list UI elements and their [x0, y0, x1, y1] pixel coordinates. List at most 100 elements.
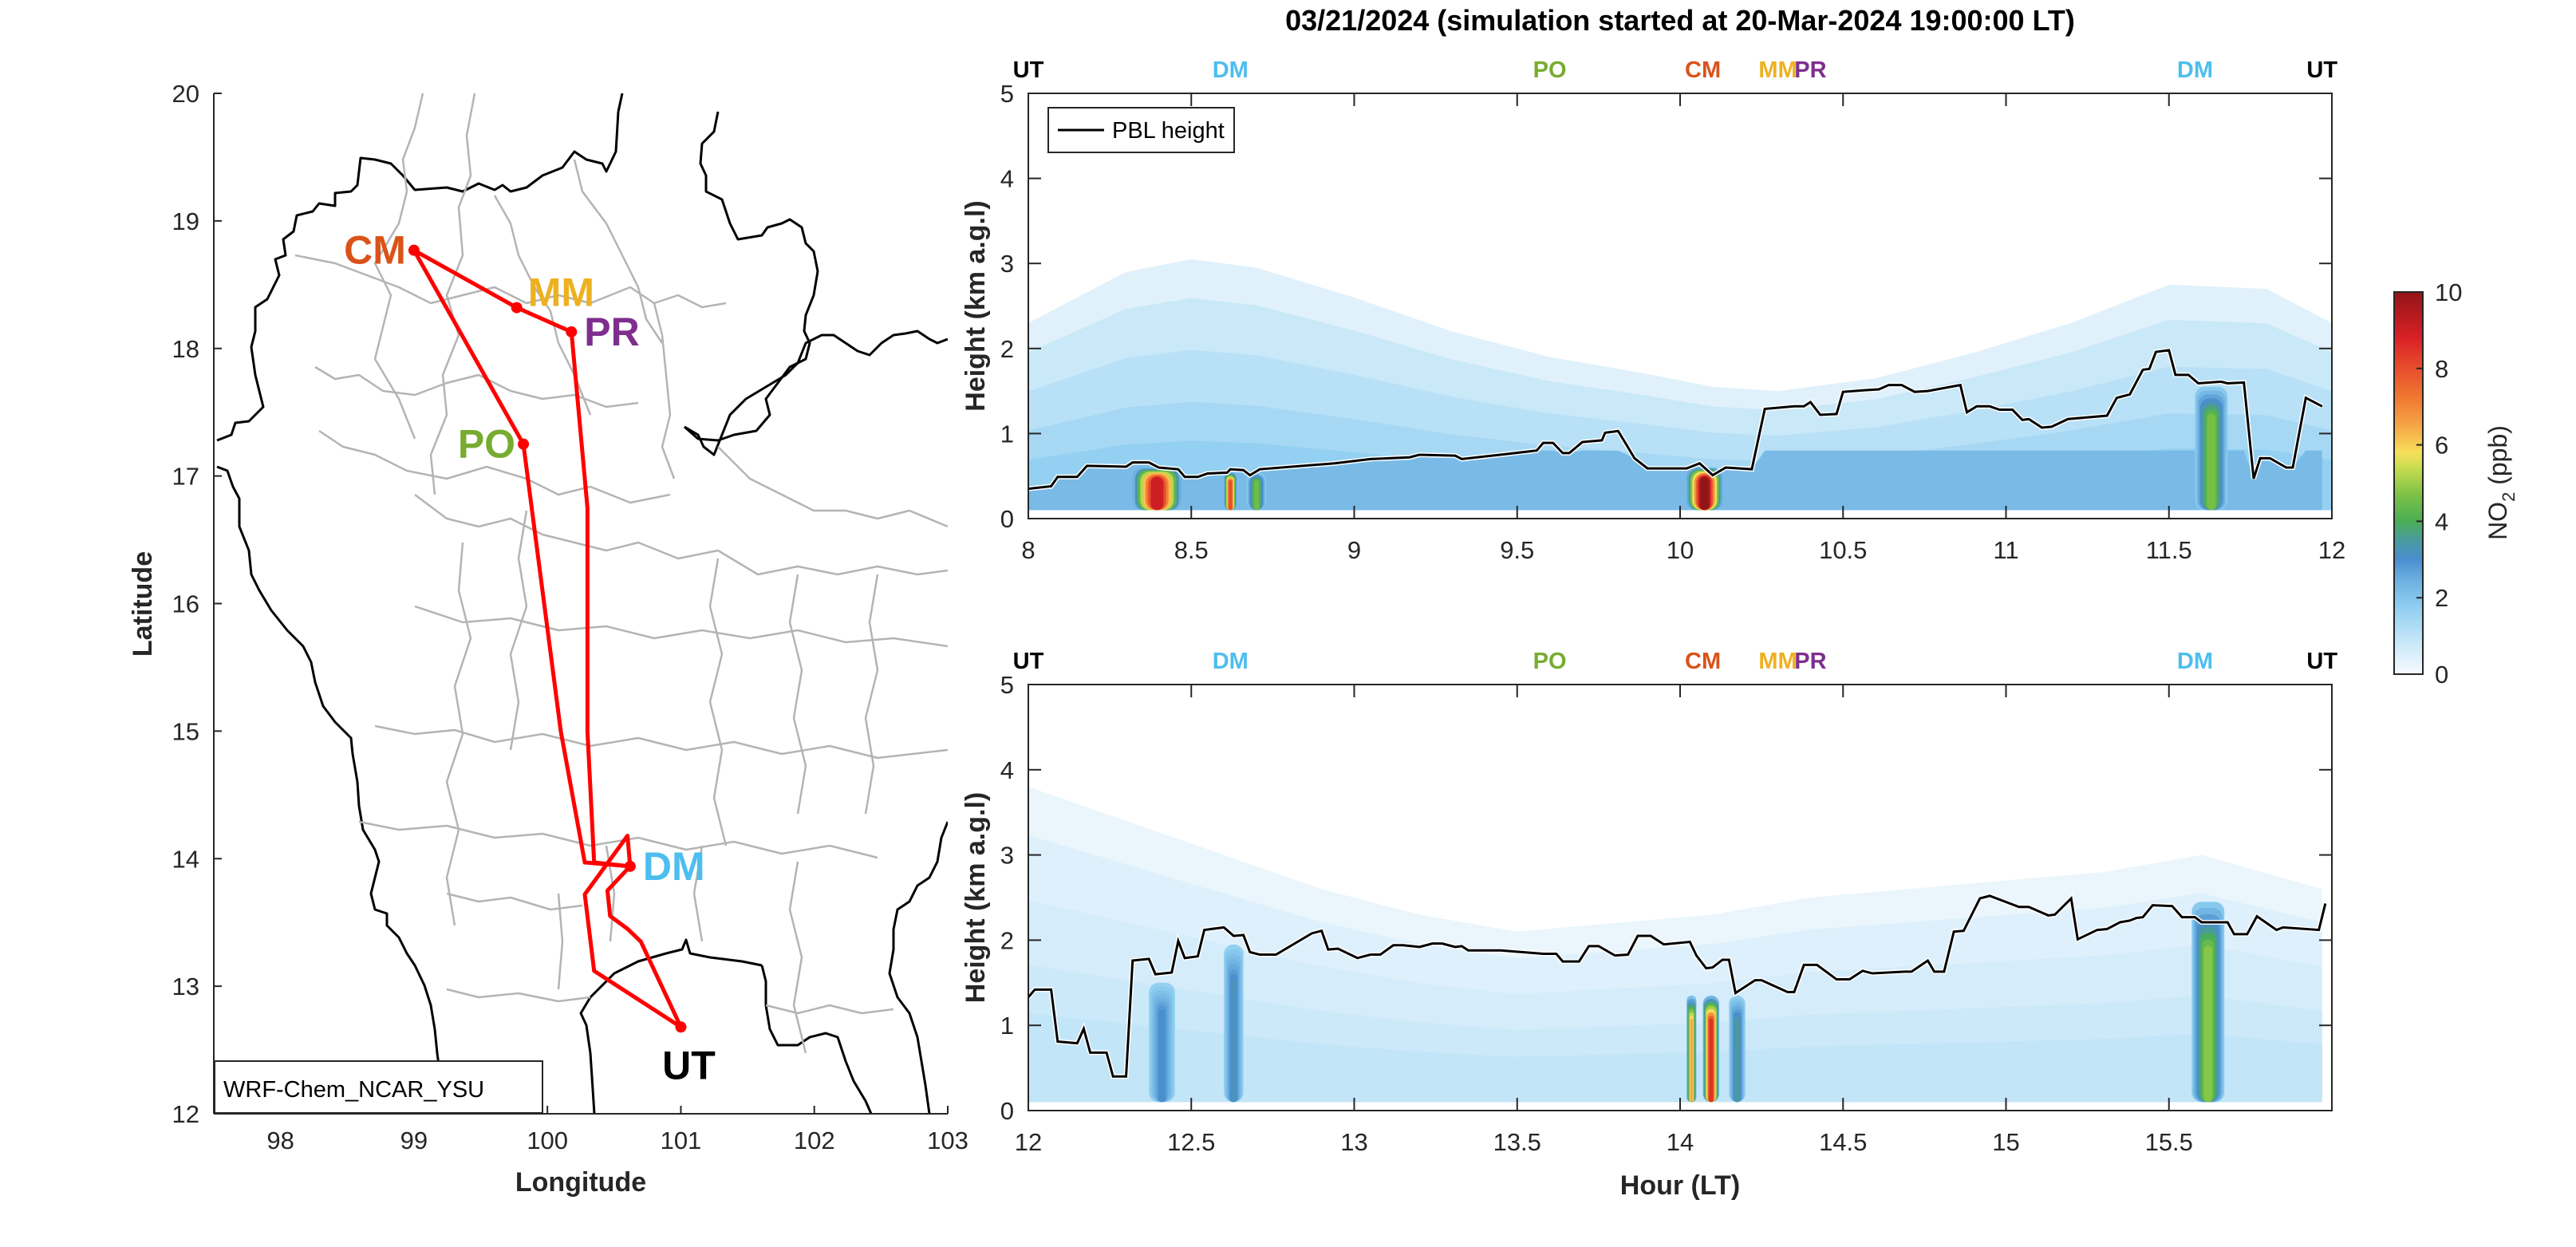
plume-column [1709, 1019, 1714, 1103]
background-layer [1028, 1013, 2322, 1103]
y-tick-label: 2 [1000, 335, 1014, 363]
site-marker-po: PO [1533, 649, 1567, 674]
x-tick-label: 10 [1667, 536, 1694, 564]
site-label-po: PO [458, 422, 515, 467]
province-border [429, 93, 476, 495]
colorbar-label-sub: 2 [2499, 492, 2519, 502]
map-ytick-label: 19 [172, 207, 199, 235]
site-label-pr: PR [584, 310, 639, 354]
country-border [579, 996, 596, 1114]
boundary-layer-fill [1028, 450, 2322, 511]
map-ytick-label: 14 [172, 845, 199, 873]
map-ytick-label: 16 [172, 590, 199, 618]
y-tick-label: 1 [1000, 1012, 1014, 1040]
plume-column [2203, 945, 2213, 1103]
site-marker-mm [511, 302, 523, 314]
x-tick-label: 15 [1992, 1128, 2019, 1156]
y-axis-label: Height (km a.g.l) [961, 200, 991, 411]
province-border [373, 93, 424, 440]
x-tick-label: 9.5 [1500, 536, 1534, 564]
y-tick-label: 2 [1000, 926, 1014, 954]
y-tick-label: 0 [1000, 505, 1014, 533]
province-border [557, 893, 564, 990]
site-marker-ut: UT [2306, 57, 2337, 83]
province-border [374, 724, 948, 760]
y-tick-label: 5 [1000, 671, 1014, 699]
y-tick-label: 3 [1000, 842, 1014, 870]
colorbar-tick-label: 0 [2435, 661, 2448, 689]
site-marker-cm [408, 244, 420, 256]
plume-column [1253, 479, 1260, 511]
map-ytick-label: 18 [172, 335, 199, 363]
map-ytick-label: 15 [172, 717, 199, 745]
pbl-legend: PBL height [1047, 107, 1235, 153]
province-border [446, 892, 583, 911]
x-tick-label: 13.5 [1493, 1128, 1541, 1156]
province-border [573, 159, 664, 344]
site-marker-cm: CM [1685, 649, 1721, 674]
site-marker-ut: UT [1013, 649, 1044, 674]
province-border [414, 494, 948, 576]
x-tick-label: 13 [1340, 1128, 1367, 1156]
y-tick-label: 1 [1000, 420, 1014, 448]
map-ytick-label: 20 [172, 80, 199, 108]
colorbar-tick-label: 8 [2435, 355, 2448, 383]
site-marker-po [518, 438, 530, 450]
x-tick-label: 11.5 [2146, 536, 2192, 564]
province-border [717, 446, 948, 528]
country-border [216, 465, 442, 1114]
site-marker-ut: UT [1013, 57, 1044, 83]
map-xtick-label: 99 [400, 1127, 428, 1154]
y-tick-label: 3 [1000, 250, 1014, 278]
site-marker-pr: PR [1794, 57, 1826, 83]
country-border [589, 938, 763, 999]
province-border [788, 861, 807, 1054]
map-ylabel: Latitude [128, 551, 158, 657]
map-ytick-label: 17 [172, 463, 199, 491]
x-tick-label: 12 [1015, 1128, 1042, 1156]
map-xtick-label: 101 [661, 1127, 702, 1154]
province-border [358, 820, 878, 859]
province-border [692, 845, 704, 942]
plume-column [1229, 479, 1233, 511]
x-tick-label: 10.5 [1819, 536, 1867, 564]
colorbar-tick-label: 2 [2435, 584, 2448, 612]
x-axis-label: Hour (LT) [1620, 1170, 1740, 1201]
site-marker-po: PO [1533, 57, 1567, 83]
x-tick-label: 14 [1667, 1128, 1694, 1156]
plume-column [1699, 476, 1710, 511]
site-marker-dm: DM [2177, 649, 2213, 674]
country-border [888, 821, 948, 1114]
country-border [216, 111, 620, 442]
map-xtick-label: 100 [527, 1127, 568, 1154]
colorbar-tick-label: 6 [2435, 432, 2448, 460]
province-border [788, 574, 807, 815]
province-border [653, 302, 676, 479]
colorbar-label-main: NO [2483, 502, 2512, 540]
province-border [445, 542, 472, 926]
x-tick-label: 12.5 [1167, 1128, 1215, 1156]
province-border [493, 195, 592, 416]
map-legend-text: WRF-Chem_NCAR_YSU [223, 1077, 484, 1103]
plume-column [1158, 1008, 1166, 1103]
flight-track [412, 248, 683, 1029]
colorbar-tick-label: 4 [2435, 507, 2448, 535]
site-marker-ut [675, 1021, 687, 1033]
province-border [864, 574, 879, 815]
plume-column [2207, 413, 2216, 511]
map-borders [216, 93, 948, 1114]
colorbar-label: NO2 (ppb) [2483, 425, 2519, 540]
site-marker-cm: CM [1685, 57, 1721, 83]
site-marker-mm: MM [1758, 649, 1797, 674]
plume-column [1150, 476, 1164, 511]
province-border [314, 365, 639, 408]
site-label-mm: MM [528, 270, 594, 315]
colorbar-tick-label: 10 [2435, 278, 2462, 306]
province-border [765, 1004, 894, 1015]
site-label-dm: DM [643, 844, 705, 889]
y-tick-label: 4 [1000, 165, 1014, 193]
